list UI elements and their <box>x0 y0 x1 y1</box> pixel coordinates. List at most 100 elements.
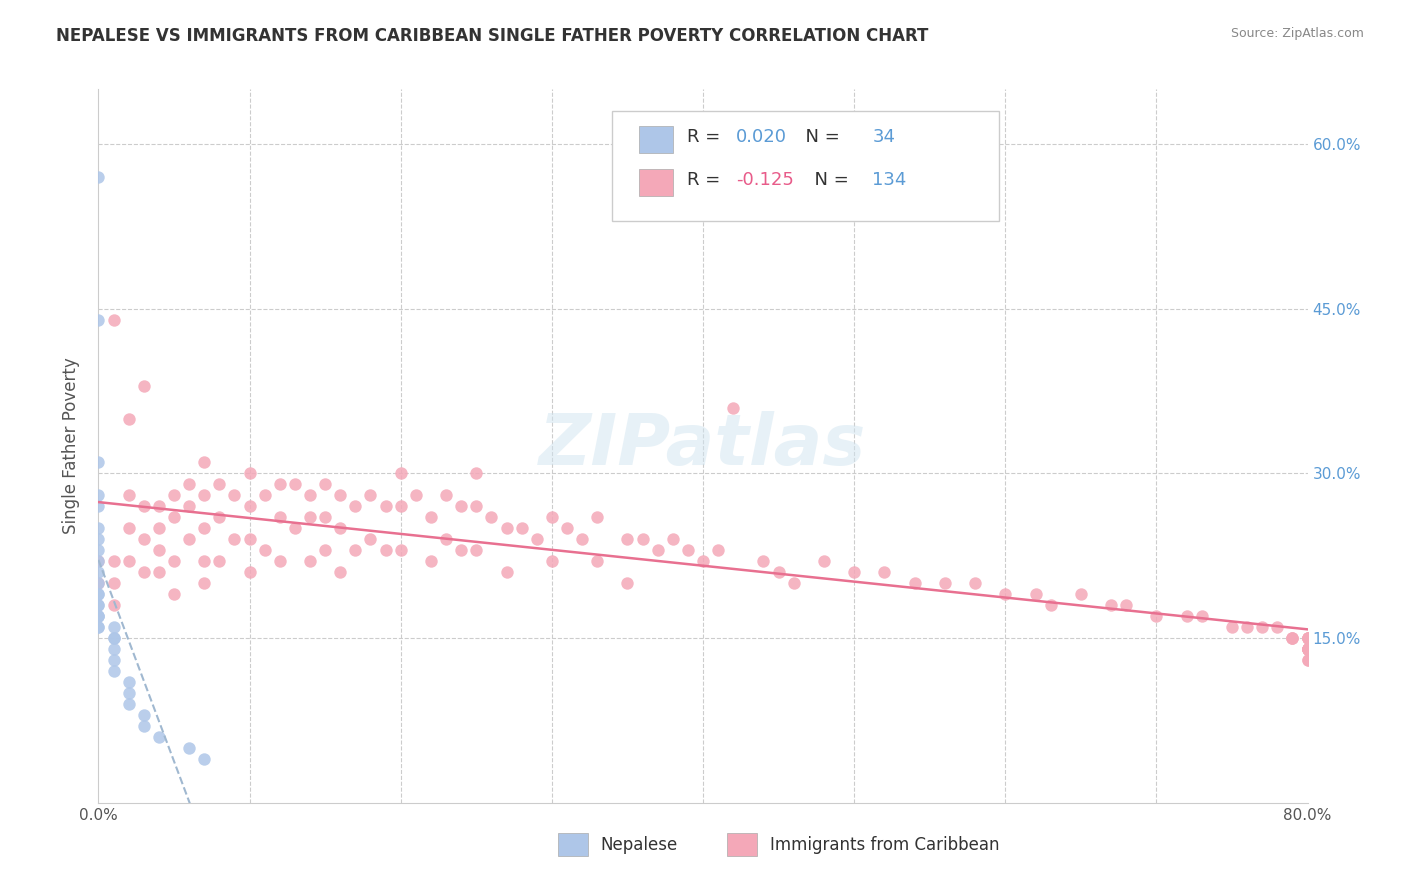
FancyBboxPatch shape <box>613 111 1000 221</box>
Point <box>148 521 170 535</box>
Point <box>87 455 110 469</box>
Point <box>87 169 110 184</box>
Point <box>1070 587 1092 601</box>
Point <box>1296 642 1319 657</box>
Point <box>1296 642 1319 657</box>
Point <box>103 620 125 634</box>
Point <box>87 488 110 502</box>
Point <box>118 488 141 502</box>
Point <box>193 521 215 535</box>
Point <box>269 554 291 568</box>
Point <box>495 566 517 580</box>
Point <box>87 576 110 591</box>
Point <box>1296 642 1319 657</box>
Point <box>163 488 186 502</box>
Point <box>148 730 170 744</box>
Point <box>647 543 669 558</box>
Point <box>118 554 141 568</box>
Point <box>148 543 170 558</box>
Point <box>450 500 472 514</box>
Point <box>434 533 457 547</box>
Point <box>87 312 110 326</box>
Point <box>269 510 291 524</box>
Point <box>132 500 155 514</box>
Point <box>631 533 654 547</box>
Point <box>495 521 517 535</box>
Point <box>239 500 262 514</box>
Point <box>118 697 141 711</box>
Point <box>103 664 125 678</box>
Point <box>1296 642 1319 657</box>
Point <box>224 533 246 547</box>
Point <box>844 566 866 580</box>
Point <box>873 566 896 580</box>
Point <box>1024 587 1046 601</box>
Text: ZIPatlas: ZIPatlas <box>540 411 866 481</box>
Point <box>87 543 110 558</box>
Point <box>103 598 125 612</box>
Point <box>87 587 110 601</box>
Point <box>405 488 427 502</box>
Text: 0.020: 0.020 <box>735 128 786 146</box>
Point <box>1296 631 1319 645</box>
Point <box>586 554 609 568</box>
Text: 34: 34 <box>872 128 896 146</box>
Point <box>208 510 231 524</box>
Point <box>1296 631 1319 645</box>
FancyBboxPatch shape <box>638 127 673 153</box>
Point <box>1296 631 1319 645</box>
Point <box>389 467 412 481</box>
Point <box>994 587 1017 601</box>
Point <box>389 500 412 514</box>
Point <box>103 554 125 568</box>
Point <box>87 533 110 547</box>
Point <box>87 587 110 601</box>
Point <box>1296 631 1319 645</box>
FancyBboxPatch shape <box>727 833 758 856</box>
Point <box>103 653 125 667</box>
Point <box>465 467 488 481</box>
Point <box>329 566 352 580</box>
Point <box>344 500 367 514</box>
Point <box>299 510 322 524</box>
Point <box>87 609 110 624</box>
Point <box>329 521 352 535</box>
Point <box>616 576 638 591</box>
Text: NEPALESE VS IMMIGRANTS FROM CARIBBEAN SINGLE FATHER POVERTY CORRELATION CHART: NEPALESE VS IMMIGRANTS FROM CARIBBEAN SI… <box>56 27 928 45</box>
Point <box>540 554 562 568</box>
Point <box>1296 653 1319 667</box>
Point <box>481 510 503 524</box>
Point <box>103 312 125 326</box>
Point <box>103 631 125 645</box>
Point <box>87 500 110 514</box>
Point <box>118 521 141 535</box>
Point <box>163 554 186 568</box>
Point <box>193 488 215 502</box>
Point <box>132 533 155 547</box>
Text: R =: R = <box>688 128 727 146</box>
Point <box>179 533 201 547</box>
Point <box>148 566 170 580</box>
Point <box>179 740 201 755</box>
Point <box>314 510 336 524</box>
Point <box>1296 653 1319 667</box>
Point <box>103 631 125 645</box>
Point <box>1144 609 1167 624</box>
Point <box>193 576 215 591</box>
Point <box>752 554 775 568</box>
Point <box>284 521 307 535</box>
Point <box>299 488 322 502</box>
Point <box>179 477 201 491</box>
Point <box>692 554 714 568</box>
Text: Immigrants from Caribbean: Immigrants from Caribbean <box>769 836 1000 854</box>
Point <box>450 543 472 558</box>
Point <box>1296 642 1319 657</box>
Point <box>269 477 291 491</box>
Point <box>1296 631 1319 645</box>
Text: R =: R = <box>688 171 727 189</box>
Point <box>239 533 262 547</box>
Point <box>374 543 396 558</box>
Point <box>87 598 110 612</box>
Point <box>723 401 745 415</box>
Point <box>132 719 155 733</box>
